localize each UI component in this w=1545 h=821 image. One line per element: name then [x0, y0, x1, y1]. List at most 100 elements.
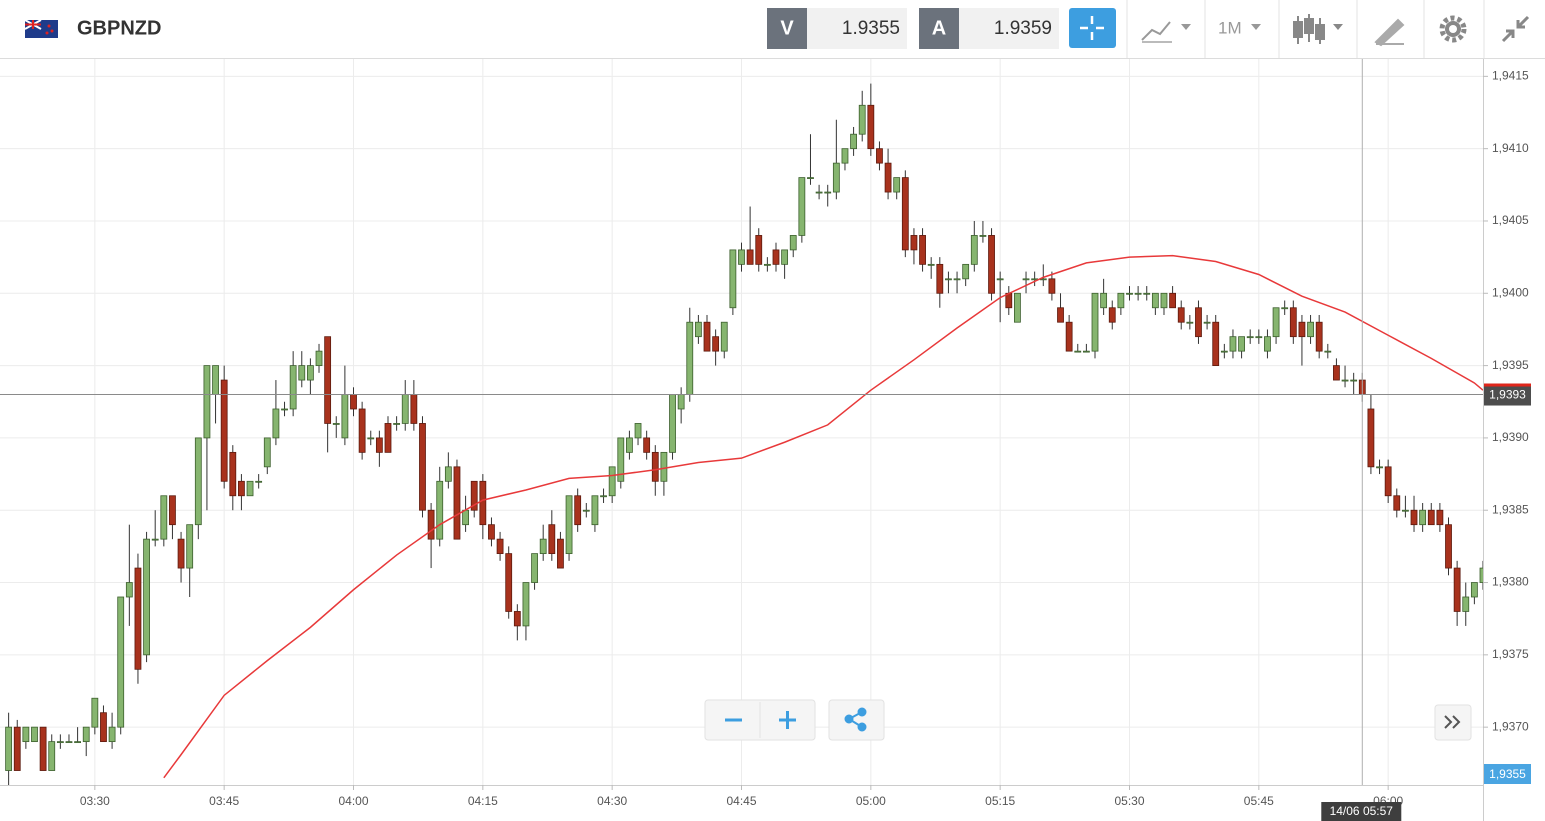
candle-body	[22, 726, 30, 743]
zoom-in-button[interactable]	[779, 711, 796, 729]
scroll-end-box	[1434, 704, 1472, 741]
share-button[interactable]	[844, 707, 867, 732]
candle-body	[1479, 567, 1483, 583]
candle-body	[626, 437, 633, 453]
candle-body	[479, 480, 487, 526]
y-tick-label: 1,9400	[1492, 285, 1529, 299]
candle-body	[410, 394, 418, 424]
y-tick-label: 1,9385	[1492, 502, 1529, 516]
scroll-end-button[interactable]	[1444, 715, 1461, 729]
candle-body	[608, 466, 616, 497]
candle-body	[117, 596, 125, 728]
timeframe-caret	[1251, 24, 1261, 30]
buy-button[interactable]	[919, 8, 959, 49]
x-tick-label: 03:30	[80, 794, 110, 808]
candle-body	[988, 235, 995, 294]
toolbar: GBPNZD V 1.9355 A 1.9359 1M	[0, 0, 1545, 59]
candle-body	[470, 480, 478, 511]
candle-body	[789, 235, 797, 251]
candle-body	[341, 394, 349, 439]
y-tick-label: 1,9390	[1492, 430, 1529, 444]
plot-area	[5, 83, 1483, 785]
candle-body	[1117, 292, 1125, 309]
candle-body	[289, 365, 297, 410]
buy-price-box[interactable]	[959, 8, 1059, 49]
sell-price-box[interactable]	[807, 8, 907, 49]
draw-button[interactable]	[1374, 18, 1405, 47]
candle-body	[306, 365, 314, 381]
candle-body	[91, 697, 99, 728]
candle-body	[712, 336, 720, 352]
candle-body	[1229, 336, 1237, 352]
candle-body	[643, 437, 651, 453]
candle-body	[1315, 321, 1323, 352]
candle-body	[160, 495, 168, 540]
candle-body	[375, 437, 383, 453]
candle-body	[1082, 350, 1090, 353]
candle-body	[1108, 307, 1116, 323]
candle-body	[444, 466, 452, 482]
y-tick-label: 1,9375	[1492, 647, 1529, 661]
candle-body	[332, 423, 340, 425]
candle-body	[1220, 350, 1228, 353]
candle-body	[1350, 379, 1358, 382]
crosshair-time-label: 14/06 05:57	[1330, 804, 1394, 818]
candle-body	[384, 423, 392, 453]
candle-body	[1143, 292, 1151, 295]
timeframe[interactable]: 1M	[1218, 18, 1242, 37]
candle-body	[298, 365, 306, 381]
candle-body	[677, 394, 685, 410]
candle-body	[1005, 292, 1013, 309]
y-tick-label: 1,9395	[1492, 358, 1529, 372]
candle-body	[669, 394, 676, 453]
candle-body	[1195, 307, 1202, 338]
candle-body	[358, 408, 366, 453]
candle-body	[1402, 509, 1409, 512]
candle-body	[1453, 567, 1461, 612]
candle-body	[1238, 336, 1245, 352]
candle-body	[82, 726, 90, 743]
candle-body	[1462, 596, 1470, 612]
y-tick-label: 1,9410	[1492, 141, 1529, 155]
candle-body	[600, 495, 607, 498]
candle-body	[350, 394, 357, 410]
candle-body	[565, 495, 573, 555]
candle-body	[781, 249, 789, 265]
candle-body	[522, 582, 530, 627]
sell-button[interactable]	[767, 8, 807, 49]
crosshair-button[interactable]	[1069, 8, 1116, 48]
candle-body	[272, 408, 280, 439]
candle-body	[1255, 336, 1263, 339]
candle-body	[1048, 278, 1056, 294]
candle-body	[634, 423, 642, 439]
buy-label: A	[932, 17, 946, 39]
y-tick-label: 1,9415	[1492, 69, 1529, 83]
candle-body	[850, 133, 857, 150]
bid-marker-box	[1484, 764, 1531, 784]
candle-body	[1100, 292, 1108, 309]
x-tick-label: 05:30	[1114, 794, 1144, 808]
candle-body	[1246, 336, 1254, 339]
settings-button[interactable]	[1439, 15, 1467, 43]
candle-body	[1384, 466, 1392, 497]
y-tick-label: 1,9370	[1492, 719, 1529, 733]
candle-body	[505, 553, 513, 612]
candle-body	[1393, 495, 1401, 511]
candle-body	[729, 249, 737, 309]
candle-type-button[interactable]	[1293, 14, 1343, 44]
candle-body	[177, 538, 185, 569]
candle-body	[1057, 307, 1064, 323]
candle-body	[324, 336, 332, 424]
candle-body	[694, 321, 702, 338]
x-tick-label: 04:00	[338, 794, 368, 808]
candle-body	[1281, 307, 1289, 310]
candle-body	[1445, 524, 1452, 569]
collapse-button[interactable]	[1501, 15, 1530, 43]
candle-body	[884, 162, 892, 193]
indicator-button[interactable]	[1141, 21, 1191, 43]
x-tick-label: 05:15	[985, 794, 1015, 808]
candle-body	[74, 741, 81, 744]
candle-body	[893, 177, 901, 193]
crosshair-time-box	[1321, 802, 1402, 821]
